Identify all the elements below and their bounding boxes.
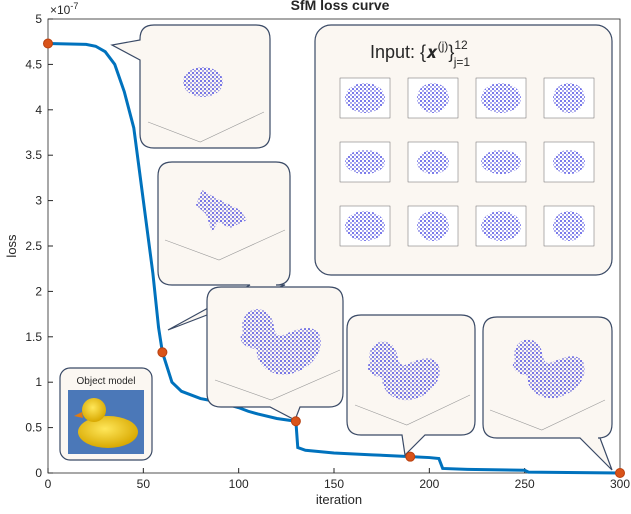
y-tick-label: 2.5: [25, 239, 42, 253]
x-tick-label: 150: [324, 477, 344, 491]
ground-lines: [214, 369, 341, 401]
highlight-point: [290, 416, 301, 427]
ground-lines: [489, 399, 606, 431]
insets: Input: {𝒙(j)}12 j=1 Object model: [59, 24, 613, 471]
input-label-part: 12: [454, 38, 468, 52]
point-cloud: [183, 67, 223, 97]
curve-layer: 0 50 100 150 200 250 300 0 0.5 1 1.5 2 2.5 3 3.5 4 4.5 5: [25, 12, 630, 491]
highlight-point: [43, 38, 53, 49]
y-axis-label: loss: [4, 234, 19, 258]
mini-cloud: [417, 211, 449, 241]
y-tick-label: 5: [35, 12, 42, 26]
x-tick-label: 250: [515, 477, 535, 491]
mini-cloud: [553, 83, 585, 113]
chart-title: SfM loss curve: [291, 0, 390, 13]
y-multiplier: ×10-7: [50, 1, 78, 17]
mini-cloud: [553, 211, 585, 241]
mini-cloud: [345, 150, 385, 174]
x-tick-label: 100: [229, 477, 249, 491]
ground-lines: [147, 111, 265, 143]
point-cloud: [196, 190, 247, 232]
x-tick-label: 300: [610, 477, 630, 491]
input-label-part: j=1: [453, 55, 471, 69]
input-label-part: }: [448, 42, 454, 62]
y-multiplier-base: ×10: [50, 3, 71, 17]
ground-lines: [164, 229, 286, 261]
ground-lines: [354, 394, 471, 426]
mini-cloud: [417, 150, 449, 174]
y-tick-label: 4.5: [25, 57, 42, 71]
y-tick-label: 2: [35, 284, 42, 298]
y-tick-label: 1: [35, 375, 42, 389]
duck-head: [82, 398, 106, 422]
y-tick-label: 0: [35, 466, 42, 480]
mini-cloud: [345, 211, 385, 241]
mini-cloud: [345, 83, 385, 113]
y-tick-label: 1.5: [25, 330, 42, 344]
point-cloud: [367, 341, 440, 401]
x-tick-label: 0: [45, 477, 52, 491]
mini-cloud: [481, 150, 521, 174]
input-label-part: Input:: [370, 42, 420, 62]
mini-cloud: [481, 83, 521, 113]
x-tick-label: 200: [419, 477, 439, 491]
y-tick-label: 3.5: [25, 148, 42, 162]
highlight-point: [157, 347, 168, 358]
y-tick-label: 0.5: [25, 421, 42, 435]
y-multiplier-exponent: -7: [70, 1, 78, 11]
mini-cloud: [553, 150, 585, 174]
y-tick-label: 3: [35, 194, 42, 208]
input-label: Input: {𝒙(j)}12 j=1: [370, 38, 470, 69]
duck-body: [78, 416, 138, 448]
duck-beak: [74, 412, 83, 418]
x-axis-label: iteration: [316, 492, 362, 507]
mini-cloud: [417, 83, 449, 113]
input-label-part: (j): [438, 39, 449, 53]
loss-line: [47, 42, 621, 475]
highlight-point: [615, 468, 625, 478]
mini-cloud: [481, 211, 521, 241]
point-cloud: [512, 339, 585, 399]
input-label-part: {𝒙: [420, 42, 438, 62]
point-cloud: [240, 309, 321, 375]
object-model-label: Object model: [77, 376, 136, 387]
highlight-point: [405, 451, 416, 462]
y-tick-label: 4: [35, 103, 42, 117]
x-tick-label: 50: [137, 477, 151, 491]
